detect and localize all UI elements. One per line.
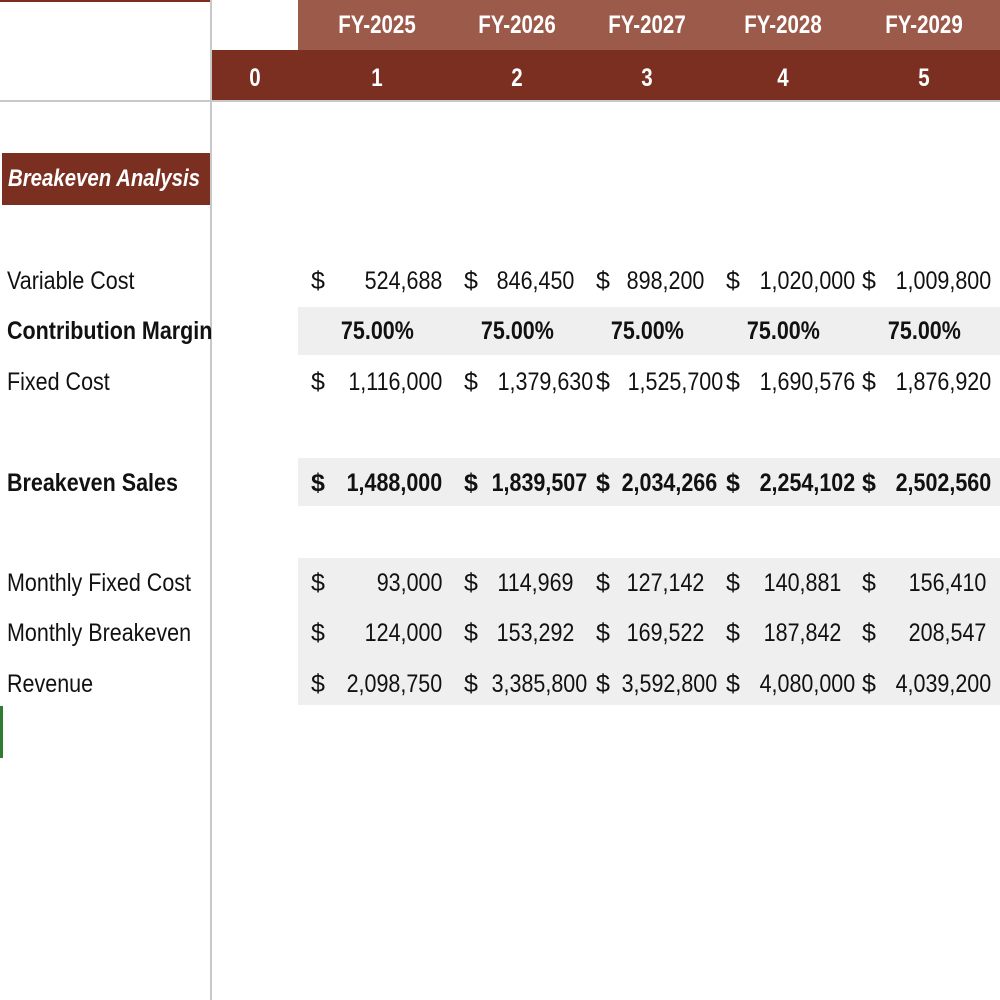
monthly-fixed-cost-fy2026[interactable]: 114,969	[497, 569, 574, 597]
row-label-monthly-fixed-cost[interactable]: Monthly Fixed Cost	[7, 569, 192, 597]
period-header-2[interactable]: 2	[511, 64, 523, 92]
revenue-fy2025[interactable]: 2,098,750	[346, 670, 442, 698]
variable-cost-fy2028[interactable]: 1,020,000	[759, 267, 856, 295]
monthly-fixed-cost-fy2025[interactable]: 93,000	[376, 569, 442, 597]
period-header-0[interactable]: 0	[249, 64, 261, 92]
breakeven-sales-fy2025[interactable]: 1,488,000	[346, 469, 442, 497]
monthly-breakeven-fy2025[interactable]: 124,000	[364, 619, 442, 647]
currency-symbol: $	[726, 368, 740, 396]
currency-symbol: $	[311, 368, 325, 396]
monthly-fixed-cost-fy2029[interactable]: 156,410	[908, 569, 986, 597]
variable-cost-fy2026[interactable]: 846,450	[496, 267, 574, 295]
contribution-margin-fy2029[interactable]: 75.00%	[887, 317, 961, 345]
monthly-breakeven-fy2027[interactable]: 169,522	[626, 619, 704, 647]
fixed-cost-fy2029[interactable]: 1,876,920	[895, 368, 992, 396]
period-header-4[interactable]: 4	[777, 64, 789, 92]
monthly-breakeven-fy2026[interactable]: 153,292	[496, 619, 574, 647]
row-label-revenue[interactable]: Revenue	[7, 670, 94, 698]
monthly-block-shade	[298, 558, 1000, 705]
currency-symbol: $	[862, 469, 876, 497]
currency-symbol: $	[464, 670, 478, 698]
row-label-contribution-margin[interactable]: Contribution Margin	[7, 317, 213, 345]
header-divider	[0, 100, 1000, 102]
year-header-fy2028[interactable]: FY-2028	[744, 11, 822, 39]
fixed-cost-fy2027[interactable]: 1,525,700	[627, 368, 724, 396]
monthly-fixed-cost-fy2027[interactable]: 127,142	[626, 569, 704, 597]
fixed-cost-fy2026[interactable]: 1,379,630	[497, 368, 594, 396]
currency-symbol: $	[596, 569, 610, 597]
revenue-fy2027[interactable]: 3,592,800	[621, 670, 718, 698]
fixed-cost-fy2028[interactable]: 1,690,576	[759, 368, 856, 396]
currency-symbol: $	[862, 670, 876, 698]
contribution-margin-fy2026[interactable]: 75.00%	[480, 317, 554, 345]
currency-symbol: $	[464, 368, 478, 396]
row-label-breakeven-sales[interactable]: Breakeven Sales	[7, 469, 178, 497]
variable-cost-fy2025[interactable]: 524,688	[364, 267, 442, 295]
monthly-breakeven-fy2028[interactable]: 187,842	[763, 619, 841, 647]
variable-cost-fy2029[interactable]: 1,009,800	[895, 267, 992, 295]
currency-symbol: $	[311, 619, 325, 647]
period-header-3[interactable]: 3	[641, 64, 653, 92]
section-title-breakeven-analysis[interactable]: Breakeven Analysis	[2, 153, 210, 205]
row-label-variable-cost[interactable]: Variable Cost	[7, 267, 135, 295]
revenue-fy2028[interactable]: 4,080,000	[759, 670, 856, 698]
monthly-breakeven-fy2029[interactable]: 208,547	[908, 619, 986, 647]
contribution-margin-shade	[298, 307, 1000, 355]
top-border	[0, 0, 212, 2]
currency-symbol: $	[726, 670, 740, 698]
contribution-margin-fy2028[interactable]: 75.00%	[746, 317, 820, 345]
currency-symbol: $	[464, 619, 478, 647]
currency-symbol: $	[726, 469, 740, 497]
breakeven-sales-fy2027[interactable]: 2,034,266	[621, 469, 718, 497]
currency-symbol: $	[726, 569, 740, 597]
currency-symbol: $	[726, 267, 740, 295]
currency-symbol: $	[596, 368, 610, 396]
selection-marker	[0, 706, 3, 758]
contribution-margin-fy2027[interactable]: 75.00%	[610, 317, 684, 345]
currency-symbol: $	[596, 670, 610, 698]
currency-symbol: $	[862, 569, 876, 597]
revenue-fy2026[interactable]: 3,385,800	[491, 670, 588, 698]
row-label-monthly-breakeven[interactable]: Monthly Breakeven	[7, 619, 192, 647]
monthly-fixed-cost-fy2028[interactable]: 140,881	[763, 569, 841, 597]
currency-symbol: $	[596, 267, 610, 295]
contribution-margin-fy2025[interactable]: 75.00%	[340, 317, 414, 345]
currency-symbol: $	[311, 569, 325, 597]
period-header-5[interactable]: 5	[918, 64, 930, 92]
fixed-cost-fy2025[interactable]: 1,116,000	[347, 368, 442, 396]
period-header-1[interactable]: 1	[371, 64, 383, 92]
currency-symbol: $	[464, 569, 478, 597]
year-header-fy2025[interactable]: FY-2025	[338, 11, 416, 39]
currency-symbol: $	[596, 469, 610, 497]
period-header-band	[212, 50, 1000, 100]
currency-symbol: $	[596, 619, 610, 647]
label-column-divider	[210, 0, 212, 1000]
currency-symbol: $	[311, 469, 325, 497]
currency-symbol: $	[464, 469, 478, 497]
year-header-fy2027[interactable]: FY-2027	[608, 11, 686, 39]
currency-symbol: $	[862, 267, 876, 295]
fiscal-year-header-band	[298, 0, 1000, 50]
row-label-fixed-cost[interactable]: Fixed Cost	[7, 368, 110, 396]
breakeven-sales-shade	[298, 458, 1000, 506]
breakeven-sales-fy2026[interactable]: 1,839,507	[491, 469, 588, 497]
currency-symbol: $	[311, 670, 325, 698]
breakeven-sales-fy2029[interactable]: 2,502,560	[895, 469, 992, 497]
year-header-fy2029[interactable]: FY-2029	[885, 11, 963, 39]
currency-symbol: $	[464, 267, 478, 295]
variable-cost-fy2027[interactable]: 898,200	[626, 267, 704, 295]
year-header-fy2026[interactable]: FY-2026	[478, 11, 556, 39]
currency-symbol: $	[726, 619, 740, 647]
section-title-text: Breakeven Analysis	[8, 165, 201, 192]
currency-symbol: $	[311, 267, 325, 295]
revenue-fy2029[interactable]: 4,039,200	[895, 670, 992, 698]
currency-symbol: $	[862, 619, 876, 647]
currency-symbol: $	[862, 368, 876, 396]
breakeven-sales-fy2028[interactable]: 2,254,102	[759, 469, 856, 497]
